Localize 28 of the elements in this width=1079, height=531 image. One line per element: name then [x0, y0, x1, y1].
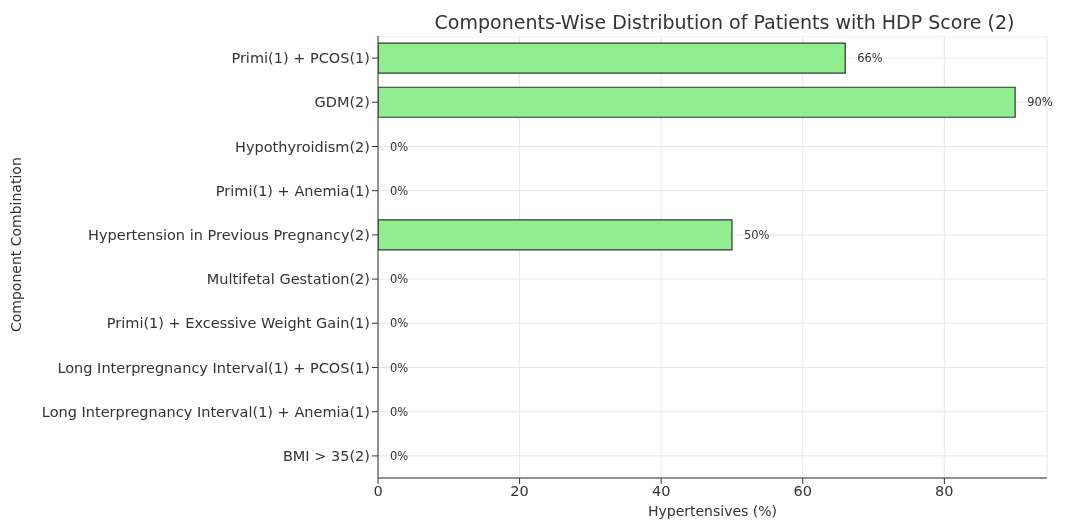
y-tick-label: Primi(1) + Anemia(1) [215, 182, 370, 199]
data-label: 0% [390, 316, 409, 331]
data-label: 0% [390, 404, 409, 419]
y-axis-title: Component Combination [7, 157, 24, 332]
data-label: 0% [390, 139, 409, 154]
data-label: 66% [857, 51, 883, 66]
x-tick-label: 40 [651, 483, 671, 500]
data-label: 0% [390, 360, 409, 375]
y-tick-label: Multifetal Gestation(2) [206, 271, 370, 288]
y-tick-label: Primi(1) + PCOS(1) [231, 50, 370, 67]
x-tick-label: 80 [935, 483, 954, 500]
data-label: 90% [1027, 95, 1053, 110]
x-tick-label: 20 [510, 483, 529, 500]
x-tick-label: 0 [373, 483, 383, 500]
data-label: 50% [743, 227, 770, 242]
y-tick-label: BMI > 35(2) [282, 448, 370, 465]
x-tick-label: 60 [793, 483, 812, 500]
data-label: 0% [390, 183, 409, 198]
x-axis-title: Hypertensives (%) [647, 503, 778, 519]
y-tick-label: Primi(1) + Excessive Weight Gain(1) [106, 315, 370, 332]
chart-title: Components-Wise Distribution of Patients with HDP Score (2) [433, 10, 1016, 35]
y-tick-label: Long Interpregnancy Interval(1) + Anemia(1) [41, 403, 370, 420]
y-tick-label: Hypothyroidism(2) [234, 138, 370, 155]
data-label: 0% [390, 272, 409, 287]
y-tick-label: Long Interpregnancy Interval(1) + PCOS(1) [57, 359, 370, 376]
data-label: 0% [390, 448, 409, 463]
y-tick-label: GDM(2) [314, 94, 370, 111]
y-tick-label: Hypertension in Previous Pregnancy(2) [88, 227, 370, 244]
